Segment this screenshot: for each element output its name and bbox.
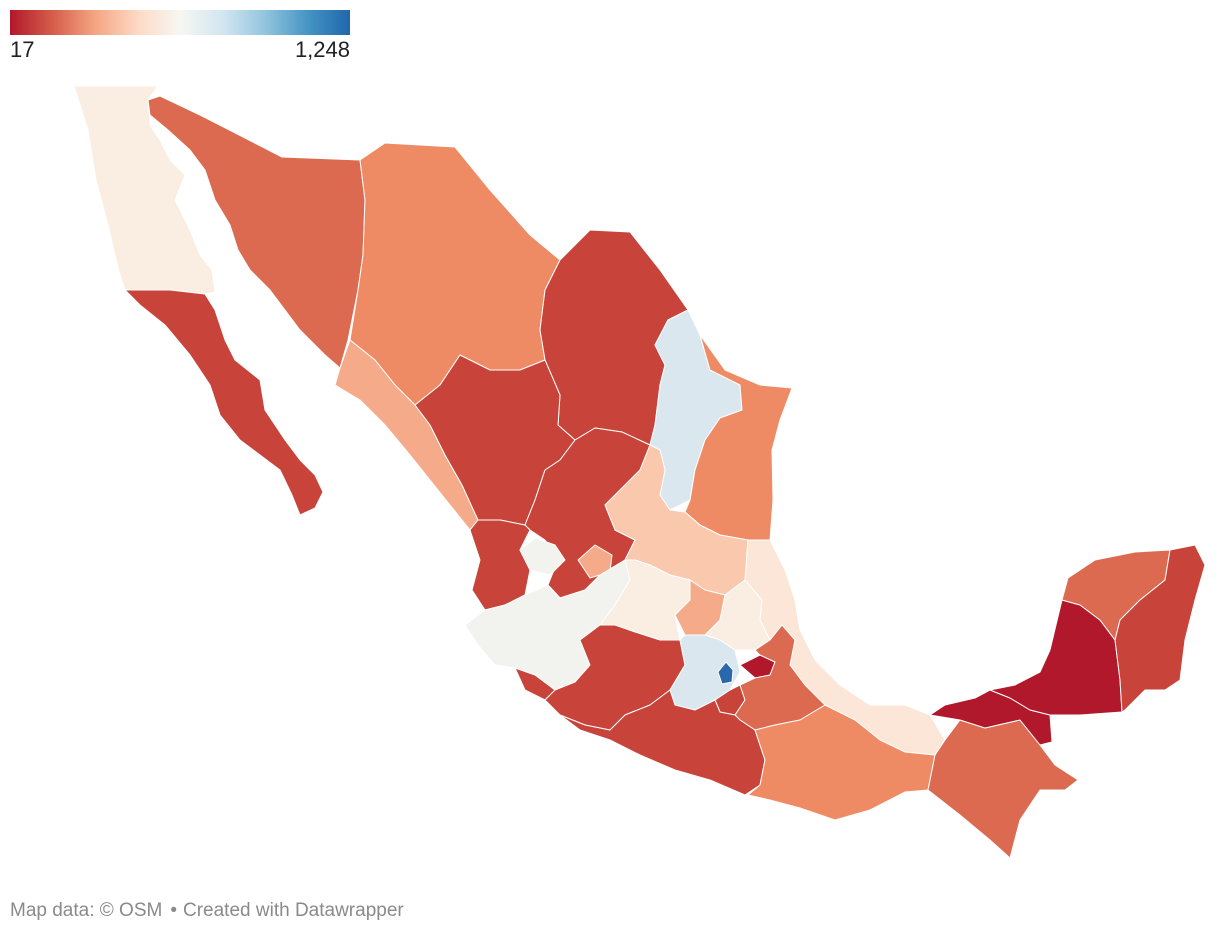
state-quintana-roo[interactable] <box>1114 544 1206 713</box>
legend-labels: 17 1,248 <box>10 37 350 62</box>
created-with-credit: Created with Datawrapper <box>183 900 404 921</box>
map-footer: Map data: © OSM • Created with Datawrapper <box>10 900 404 922</box>
color-legend: 17 1,248 <box>10 10 350 62</box>
state-chiapas[interactable] <box>927 719 1079 859</box>
legend-gradient-bar <box>10 10 350 35</box>
legend-min-label: 17 <box>10 37 35 62</box>
state-guerrero[interactable] <box>559 689 766 796</box>
state-baja-california-sur[interactable] <box>124 289 324 516</box>
state-aguascalientes[interactable] <box>577 544 613 579</box>
state-oaxaca[interactable] <box>747 704 936 821</box>
legend-max-label: 1,248 <box>294 37 350 62</box>
state-baja-california[interactable] <box>73 85 216 295</box>
state-ciudad-de-mexico[interactable] <box>717 661 734 685</box>
state-jalisco-north[interactable] <box>519 537 566 576</box>
map-source-credit: Map data: © OSM <box>10 900 163 921</box>
state-sonora[interactable] <box>147 95 366 369</box>
footer-separator: • <box>170 900 177 921</box>
